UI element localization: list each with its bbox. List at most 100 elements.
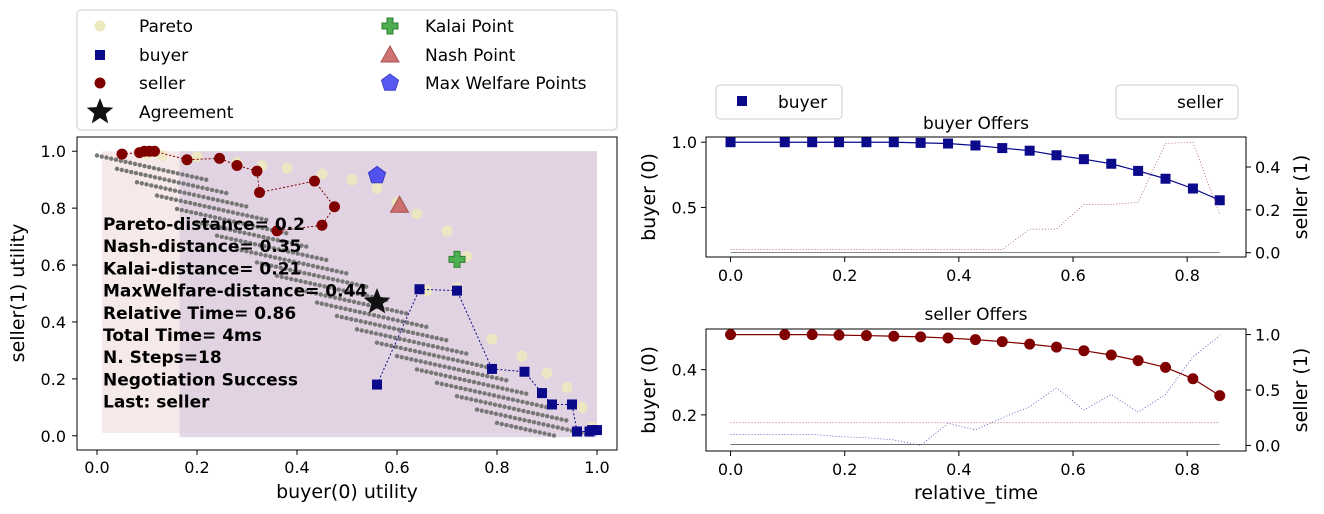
outcome-point: [535, 411, 540, 417]
outcome-point: [244, 249, 249, 254]
outcome-point: [231, 219, 237, 224]
outcome-point: [244, 204, 249, 209]
outcome-point: [363, 320, 368, 325]
outcome-point: [406, 329, 411, 334]
pareto-point: [346, 174, 358, 186]
buyer-utility-point: [888, 137, 899, 148]
buyer-utility-point: [1187, 183, 1198, 194]
annotation-line: MaxWelfare-distance= 0.44: [103, 282, 367, 302]
outcome-point: [335, 278, 340, 283]
outcome-point: [482, 391, 487, 396]
outcome-point: [132, 161, 138, 167]
outcome-point: [471, 379, 477, 385]
outcome-point: [366, 302, 371, 308]
outcome-point: [209, 223, 214, 228]
outcome-point: [434, 380, 440, 386]
buyer-utility-point: [779, 137, 790, 148]
xtick-label: 0.2: [832, 460, 857, 479]
xtick-label: 0.0: [718, 460, 743, 479]
pareto-point: [576, 401, 588, 413]
outcome-point: [339, 314, 344, 320]
outcome-point: [162, 177, 167, 182]
seller-offer-point: [316, 219, 328, 231]
outcome-point: [227, 218, 232, 223]
outcome-point: [152, 175, 158, 180]
outcome-point: [289, 241, 295, 246]
outcome-point: [192, 201, 198, 207]
annotation-line: Nash-distance= 0.35: [103, 237, 302, 257]
outcome-point: [323, 293, 328, 298]
seller-utility-point: [806, 329, 818, 341]
main-ytick-label: 0.0: [41, 427, 66, 446]
outcome-point: [319, 301, 324, 306]
outcome-point: [515, 398, 520, 403]
outcome-point: [242, 230, 247, 236]
xtick-label: 0.8: [1174, 460, 1199, 479]
outcome-point: [444, 382, 449, 388]
outcome-point: [384, 342, 389, 348]
buyer-utility-point: [1106, 158, 1117, 169]
outcome-point: [196, 193, 201, 199]
outcome-point: [481, 382, 486, 387]
outcome-point: [526, 409, 531, 415]
ytick-right-label: 0.0: [1255, 436, 1280, 455]
outcome-point: [280, 239, 285, 244]
outcome-point: [347, 298, 352, 304]
outcome-point: [410, 330, 416, 336]
outcome-point: [467, 378, 472, 384]
outcome-point: [465, 360, 470, 365]
outcome-point: [264, 217, 269, 223]
outcome-point: [480, 372, 485, 378]
outcome-point: [409, 321, 415, 326]
outcome-point: [483, 400, 488, 405]
outcome-point: [351, 299, 357, 305]
outcome-point: [137, 162, 142, 168]
outcome-point: [294, 287, 300, 292]
outcome-point: [473, 398, 479, 403]
seller-offers-frame: [705, 328, 1247, 452]
outcome-point: [248, 240, 253, 246]
outcome-point: [294, 242, 299, 247]
outcome-point: [243, 239, 248, 245]
outcome-point: [484, 409, 489, 414]
outcome-point: [189, 209, 194, 215]
outcome-point: [245, 213, 250, 218]
outcome-point: [258, 252, 263, 257]
buyer-utility-point: [943, 138, 954, 149]
outcome-point: [394, 309, 399, 314]
outcome-point: [494, 420, 500, 426]
outcome-point: [421, 341, 426, 347]
outcome-point: [506, 396, 511, 401]
outcome-point: [219, 234, 224, 239]
outcome-point: [466, 369, 471, 375]
outcome-point: [239, 203, 244, 208]
pareto-point: [486, 333, 498, 345]
outcome-point: [295, 251, 300, 256]
outcome-point: [524, 391, 529, 396]
main-ytick-label: 0.6: [41, 256, 66, 275]
outcome-point: [441, 355, 446, 360]
outcome-point: [348, 307, 353, 313]
outcome-point: [470, 370, 476, 376]
outcome-point: [513, 424, 519, 430]
outcome-point: [329, 267, 335, 273]
outcome-point: [327, 285, 332, 290]
outcome-point: [124, 168, 129, 174]
outcome-point: [220, 198, 225, 204]
outcome-point: [216, 207, 221, 212]
outcome-point: [381, 315, 386, 320]
outcome-point: [443, 373, 448, 378]
outcome-point: [416, 340, 421, 346]
outcome-point: [229, 236, 234, 242]
outcome-point: [259, 216, 264, 221]
outcome-point: [318, 292, 323, 297]
outcome-point: [241, 221, 246, 226]
outcome-point: [222, 217, 227, 222]
outcome-point: [504, 422, 509, 428]
outcome-point: [372, 322, 378, 327]
seller-utility-point: [860, 330, 872, 342]
outcome-point: [257, 243, 262, 248]
seller-offer-point: [214, 152, 225, 164]
outcome-point: [364, 329, 369, 334]
